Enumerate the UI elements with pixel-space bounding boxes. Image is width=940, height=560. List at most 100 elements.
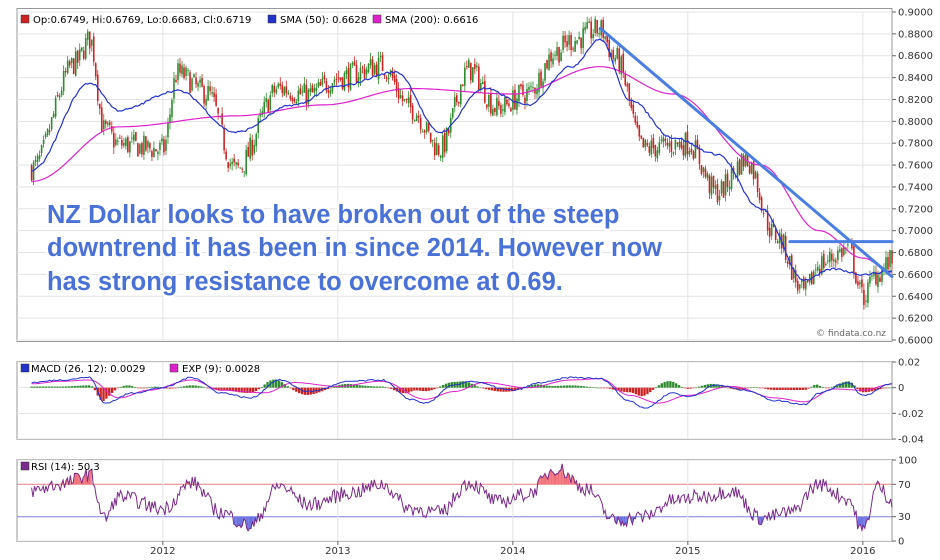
price-candle-body <box>608 39 611 58</box>
price-candle-body <box>297 90 300 102</box>
price-candle-body <box>486 104 488 108</box>
price-candle-body <box>411 105 414 120</box>
price-candle-body <box>225 151 227 160</box>
price-candle-body <box>800 280 803 282</box>
price-candle-body <box>818 268 821 274</box>
macd-histogram-bar <box>59 386 62 388</box>
macd-histogram-bar <box>551 385 554 388</box>
price-candle-body <box>696 139 699 150</box>
macd-histogram-bar <box>321 387 324 392</box>
price-candle-body <box>427 123 430 131</box>
macd-histogram-bar <box>755 387 758 389</box>
price-candle-body <box>682 145 685 156</box>
price-panel: 0.9000 0.8800 0.8600 0.8400 0.8200 0.8000 0.78… <box>16 8 933 347</box>
price-candle-body <box>540 71 542 87</box>
price-candle-body <box>528 86 530 91</box>
macd-histogram-bar <box>298 387 301 394</box>
price-candle-body <box>147 140 149 148</box>
price-candle-body <box>624 73 627 86</box>
macd-histogram-bar <box>879 387 882 390</box>
price-candle-body <box>339 77 342 80</box>
macd-histogram-bar <box>79 385 82 388</box>
price-candle-body <box>34 160 37 163</box>
macd-histogram-bar <box>839 383 842 388</box>
price-candle-body <box>871 275 873 277</box>
price-candle-body <box>622 53 625 73</box>
macd-histogram-bar <box>669 381 672 388</box>
macd-histogram-bar <box>697 386 701 388</box>
price-candle-body <box>441 135 444 158</box>
macd-histogram-bar <box>657 385 661 388</box>
macd-histogram-bar <box>82 385 85 388</box>
price-candle-body <box>98 104 101 109</box>
macd-histogram-bar <box>649 387 652 393</box>
price-candle-body <box>750 162 753 174</box>
price-candle-body <box>512 90 514 110</box>
macd-histogram-bar <box>62 386 65 388</box>
legend-rsi: RSI (14): 50.3 <box>31 462 100 473</box>
x-tick-label: 2014 <box>500 546 525 557</box>
macd-histogram-bar <box>413 387 416 391</box>
price-candle-body <box>833 259 835 262</box>
price-candle-body <box>644 139 647 147</box>
macd-histogram-bar <box>772 387 776 390</box>
macd-histogram-bar <box>194 385 197 388</box>
price-candle-body <box>490 92 492 114</box>
price-candle-body <box>211 92 213 94</box>
macd-panel: 0.02 0 -0.02 -0.04 MACD (26, 12): 0.0029 EX… <box>16 358 924 446</box>
price-candle-body <box>58 95 61 98</box>
price-candle-body <box>592 34 594 39</box>
price-y-tick-label: 0.7000 <box>898 226 933 237</box>
price-candle-body <box>516 98 518 111</box>
macd-histogram-bar <box>87 385 91 388</box>
macd-histogram-bar <box>47 386 51 388</box>
macd-histogram-bar <box>746 387 750 389</box>
price-y-tick-label: 0.8400 <box>898 73 933 84</box>
macd-histogram-bar <box>775 387 779 390</box>
price-candle-body <box>808 273 811 283</box>
price-candle-body <box>137 143 139 157</box>
macd-histogram-bar <box>352 384 356 388</box>
legend-macd: MACD (26, 12): 0.0029 <box>31 364 145 375</box>
macd-histogram-bar <box>447 382 451 388</box>
price-candle-body <box>550 52 552 62</box>
annotation-line-1: NZ Dollar looks to have broken out of th… <box>47 201 619 229</box>
price-candle-body <box>141 143 143 155</box>
price-candle-body <box>421 131 424 133</box>
macd-histogram-bar <box>375 386 379 388</box>
price-candle-body <box>770 223 773 236</box>
price-candle-body <box>566 41 568 47</box>
macd-histogram-bar <box>778 387 781 390</box>
price-candle-body <box>381 55 384 72</box>
macd-histogram-bar <box>148 387 151 388</box>
price-candle-body <box>401 95 404 102</box>
price-candle-body <box>480 83 482 90</box>
price-candle-body <box>823 253 825 268</box>
macd-histogram-bar <box>502 387 505 392</box>
macd-histogram-bar <box>220 387 223 390</box>
macd-histogram-bar <box>237 387 240 393</box>
macd-histogram-bar <box>545 385 548 388</box>
price-candle-body <box>464 67 466 86</box>
macd-histogram-bar <box>401 387 404 394</box>
price-candle-body <box>117 140 119 142</box>
macd-histogram-bar <box>234 387 238 392</box>
rsi-oversold-fill <box>249 516 251 529</box>
price-candle-body <box>686 131 689 155</box>
price-candle-body <box>875 271 877 285</box>
price-candle-body <box>373 65 376 74</box>
price-candle-body <box>121 139 123 146</box>
macd-histogram-bar <box>203 387 206 388</box>
macd-histogram-bar <box>85 385 88 388</box>
price-candle-body <box>650 140 653 155</box>
rsi-grid <box>17 459 892 542</box>
price-candle-body <box>596 20 598 34</box>
macd-histogram-bar <box>122 385 125 388</box>
price-candle-body <box>62 70 65 91</box>
price-candle-body <box>183 67 185 79</box>
price-candle-body <box>466 65 468 68</box>
price-candle-body <box>319 81 322 86</box>
macd-histogram-bar <box>565 385 569 388</box>
macd-histogram-bar <box>110 387 114 393</box>
